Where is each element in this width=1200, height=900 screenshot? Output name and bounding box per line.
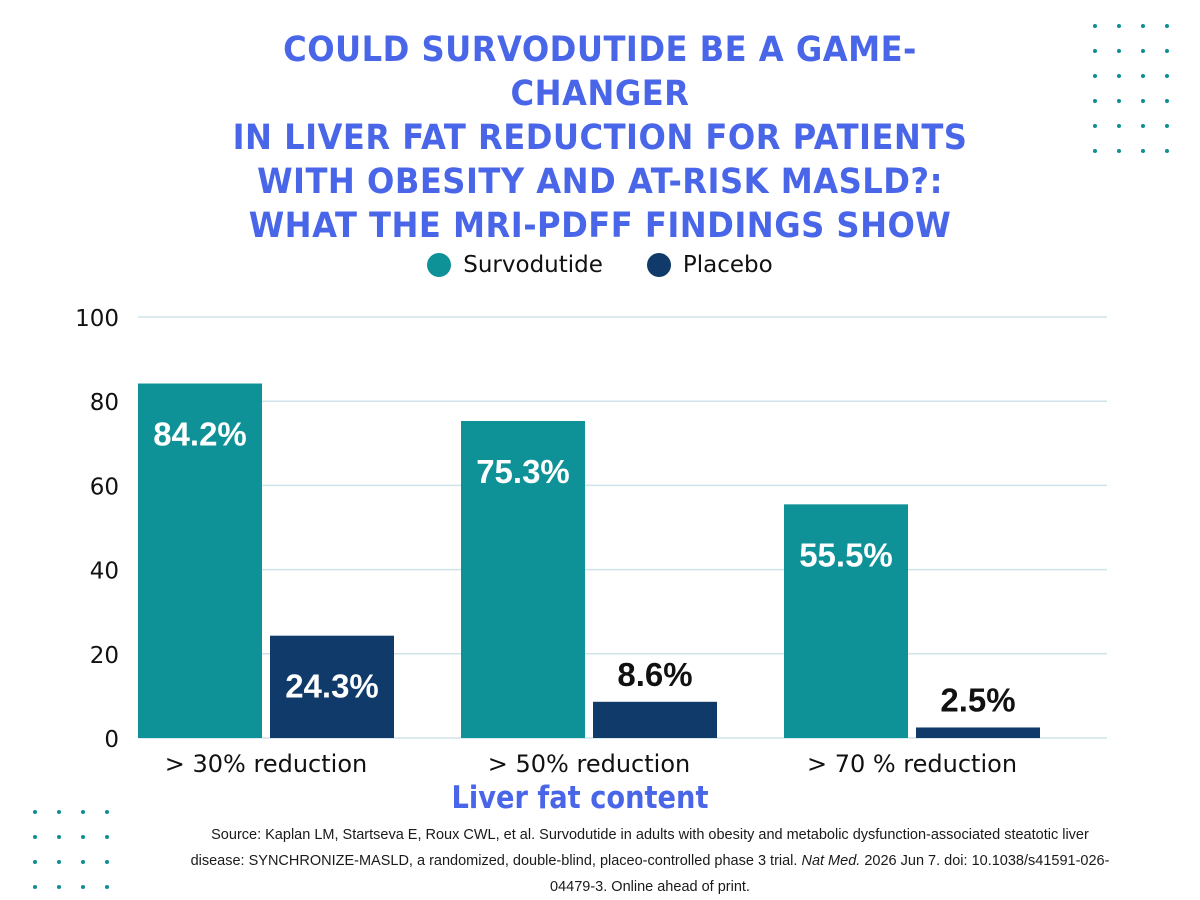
decorative-dot	[1141, 24, 1145, 28]
data-label: 84.2%	[153, 416, 247, 453]
x-axis-title: Liver fat content	[451, 779, 708, 815]
source-text-end: 2026 Jun 7. doi: 10.1038/s41591-026-0447…	[550, 853, 1110, 895]
chart-title: COULD SURVODUTIDE BE A GAME-CHANGER IN L…	[214, 28, 987, 248]
decorative-dot	[57, 885, 61, 889]
decorative-dot	[1165, 149, 1169, 153]
decorative-dot	[81, 860, 85, 864]
title-line-4: WHAT THE MRI-PDFF FINDINGS SHOW	[248, 206, 952, 246]
placebo-bar	[593, 701, 717, 738]
decorative-dot	[81, 885, 85, 889]
decorative-dot	[57, 835, 61, 839]
decorative-dot	[1093, 99, 1097, 103]
legend-item-survodutide: Survodutide	[427, 252, 603, 278]
decorative-dot	[33, 810, 37, 814]
decorative-dot	[1117, 49, 1121, 53]
x-category-label: > 30% reduction	[165, 750, 367, 778]
legend-label-placebo: Placebo	[682, 252, 773, 278]
decorative-dot	[81, 835, 85, 839]
data-label: 2.5%	[940, 681, 1015, 718]
decorative-dot	[1093, 74, 1097, 78]
decorative-dot	[1093, 24, 1097, 28]
legend-swatch-survodutide	[427, 253, 452, 277]
decorative-dot	[105, 835, 109, 839]
decorative-dot	[1165, 24, 1169, 28]
source-citation: Source: Kaplan LM, Startseva E, Roux CWL…	[190, 822, 1110, 900]
decorative-dot	[1141, 99, 1145, 103]
y-tick-label: 100	[75, 306, 119, 332]
decorative-dot	[1165, 49, 1169, 53]
decorative-dot	[105, 885, 109, 889]
title-line-3: WITH OBESITY AND AT-RISK MASLD?:	[257, 162, 943, 202]
decorative-dot	[1141, 74, 1145, 78]
title-line-2: IN LIVER FAT REDUCTION FOR PATIENTS	[232, 118, 968, 158]
y-tick-label: 40	[90, 559, 119, 585]
survodutide-bar	[784, 504, 908, 738]
y-tick-label: 20	[90, 643, 119, 669]
placebo-bar	[916, 727, 1040, 738]
data-label: 24.3%	[285, 668, 379, 705]
decorative-dot	[1165, 124, 1169, 128]
decorative-dot	[1093, 49, 1097, 53]
decorative-dot	[57, 810, 61, 814]
decorative-dot	[1165, 74, 1169, 78]
x-category-label: > 70 % reduction	[807, 750, 1017, 778]
decorative-dot	[105, 860, 109, 864]
decorative-dot	[33, 860, 37, 864]
title-line-1: COULD SURVODUTIDE BE A GAME-CHANGER	[283, 30, 917, 114]
decorative-dot	[33, 835, 37, 839]
legend-swatch-placebo	[646, 253, 671, 277]
survodutide-bar	[138, 383, 262, 738]
y-tick-label: 80	[90, 390, 119, 416]
y-tick-label: 60	[90, 474, 119, 500]
data-label: 8.6%	[617, 656, 692, 693]
decorative-dot	[33, 885, 37, 889]
decorative-dot	[1165, 99, 1169, 103]
legend-label-survodutide: Survodutide	[463, 252, 603, 278]
decorative-dot	[1117, 24, 1121, 28]
decorative-dot	[1141, 49, 1145, 53]
decorative-dot	[1141, 124, 1145, 128]
decorative-dot	[1117, 124, 1121, 128]
data-label: 55.5%	[799, 536, 893, 573]
decorative-dot	[105, 810, 109, 814]
source-journal: Nat Med.	[801, 853, 861, 869]
y-tick-label: 0	[104, 727, 119, 753]
placebo-bar	[270, 635, 394, 738]
decorative-dot	[1117, 149, 1121, 153]
decorative-dot	[1117, 74, 1121, 78]
decorative-dot	[1093, 124, 1097, 128]
data-label: 75.3%	[476, 453, 570, 490]
decorative-dot	[57, 860, 61, 864]
legend-item-placebo: Placebo	[646, 252, 773, 278]
decorative-dot	[81, 810, 85, 814]
decorative-dot	[1141, 149, 1145, 153]
decorative-dot	[1093, 149, 1097, 153]
chart-legend: Survodutide Placebo	[0, 252, 1200, 278]
x-category-label: > 50% reduction	[488, 750, 690, 778]
source-text: Source: Kaplan LM, Startseva E, Roux CWL…	[190, 827, 1089, 869]
decorative-dot	[1117, 99, 1121, 103]
survodutide-bar	[461, 420, 585, 738]
